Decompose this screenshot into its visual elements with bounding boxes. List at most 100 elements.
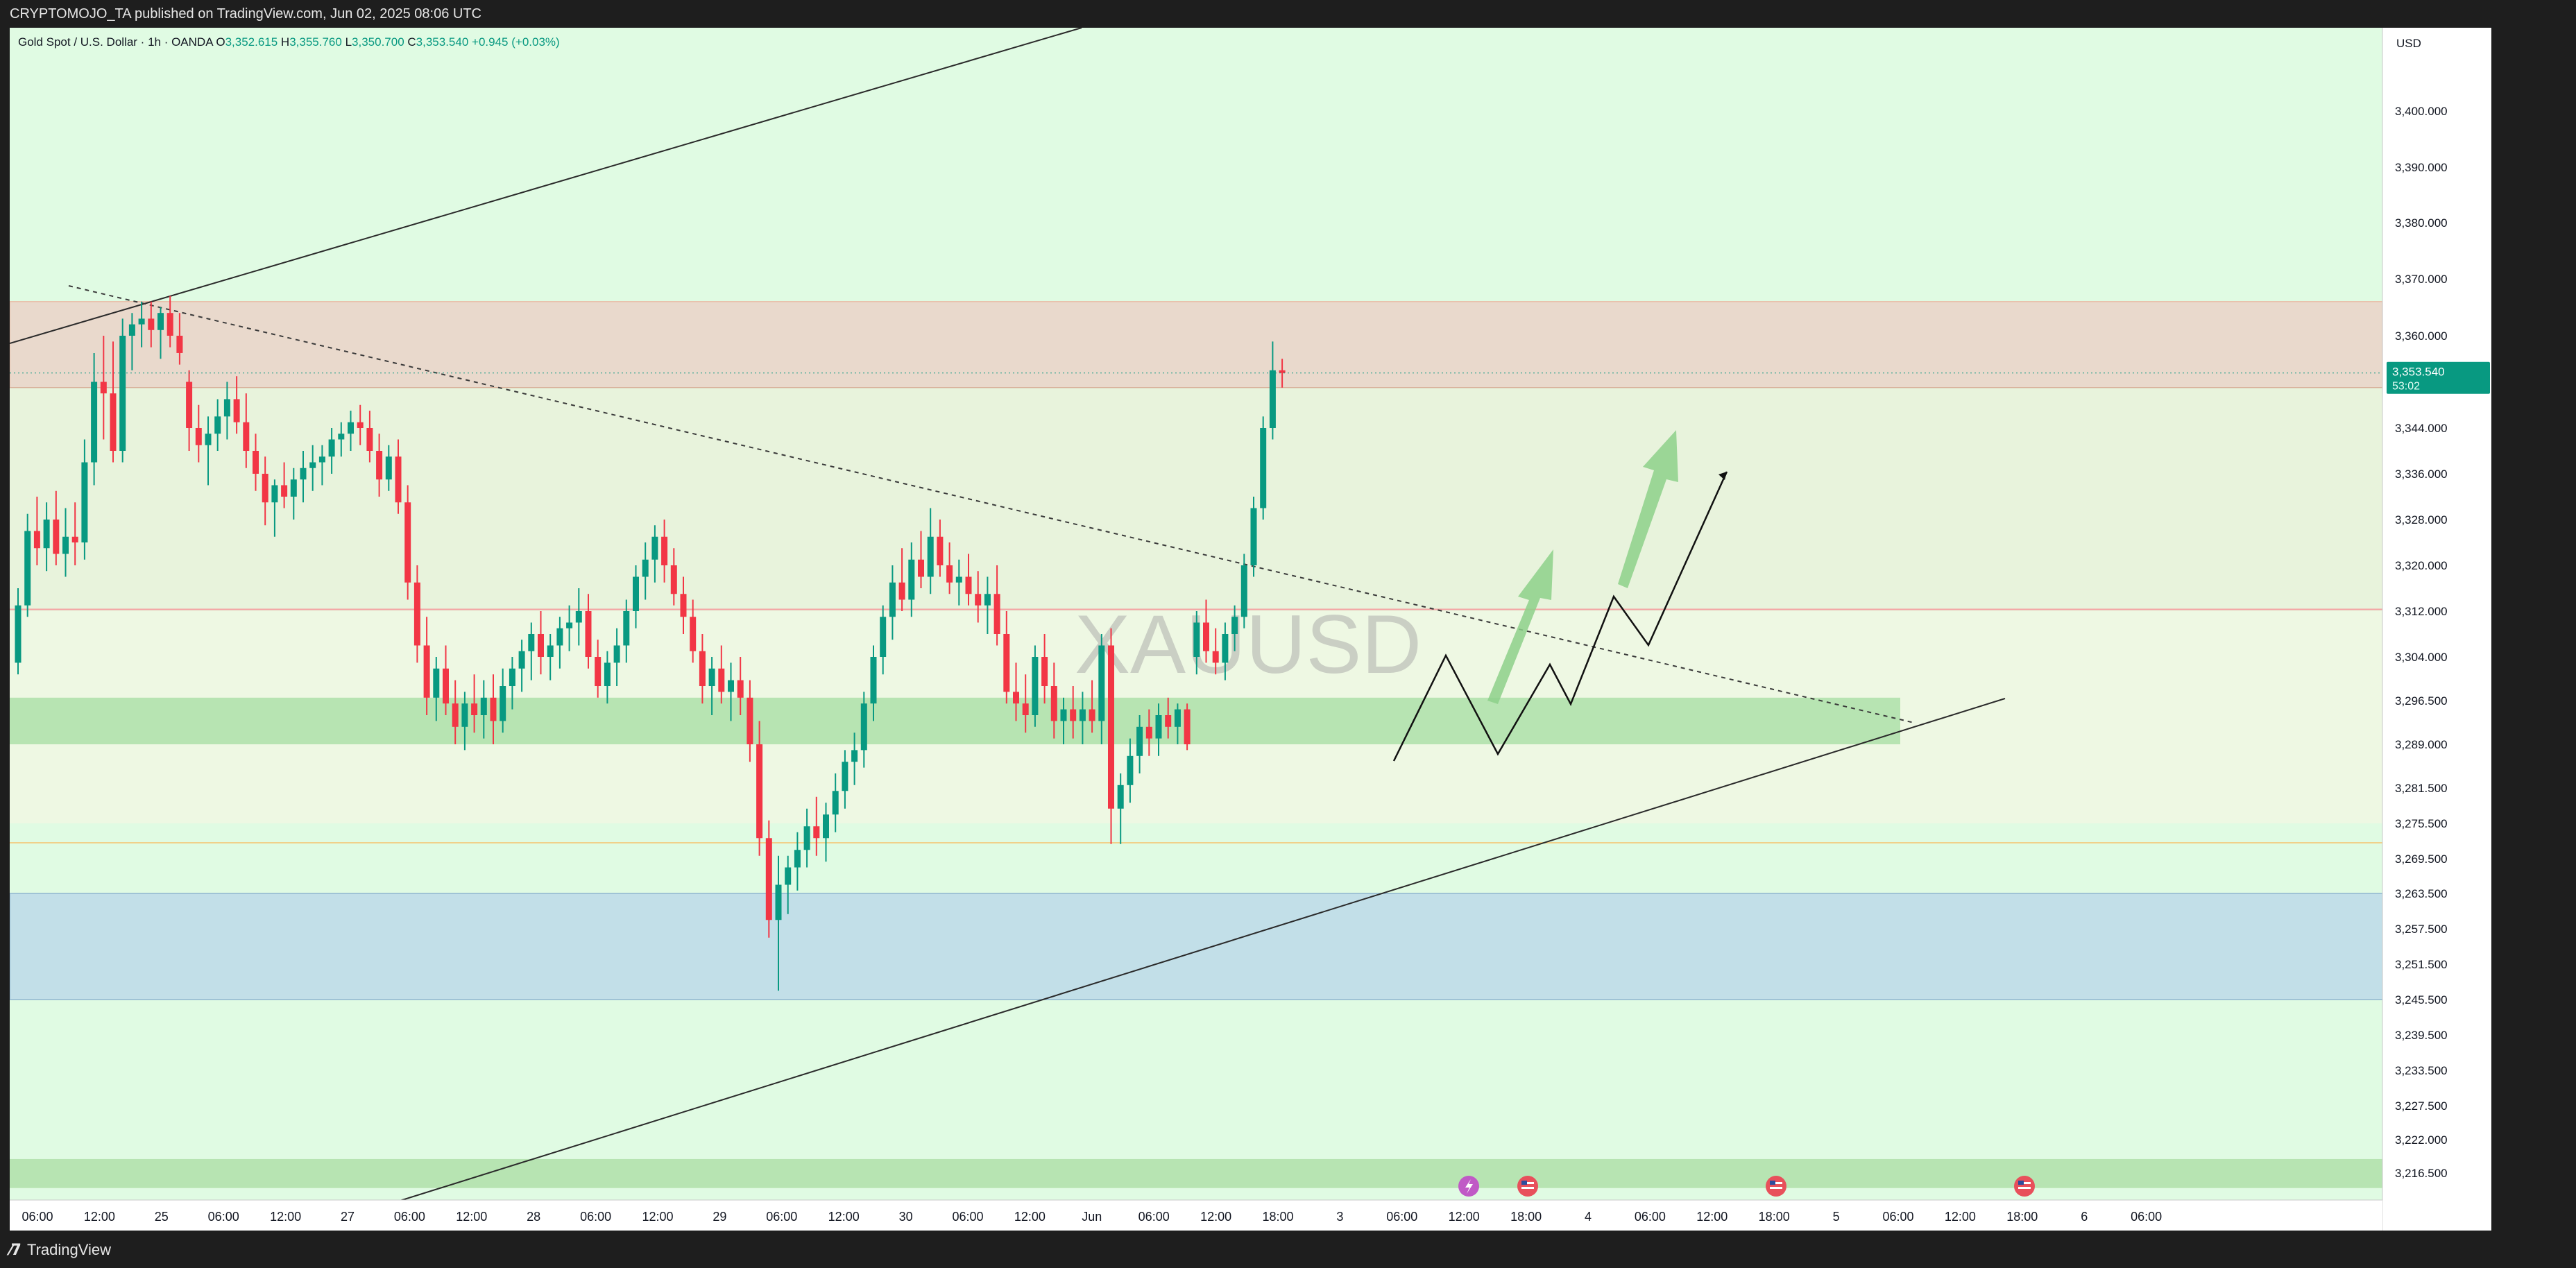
price-tick-label: 3,239.500 — [2395, 1029, 2448, 1042]
time-tick-label: 5 — [1833, 1210, 1840, 1224]
legend-value: 3,355.760 — [289, 35, 345, 49]
price-tag — [2387, 361, 2490, 394]
price-tick-label: 3,222.000 — [2395, 1133, 2448, 1147]
candle-body — [1269, 370, 1276, 428]
candle-body — [318, 456, 325, 463]
candle-body — [1203, 622, 1209, 651]
candle-body — [642, 559, 649, 577]
time-tick-label: 12:00 — [456, 1210, 487, 1224]
time-tick-label: 06:00 — [1386, 1210, 1417, 1224]
price-tick-label: 3,304.000 — [2395, 651, 2448, 664]
candle-body — [509, 668, 515, 686]
upper-channel-line — [10, 28, 1082, 344]
candle-body — [623, 611, 630, 646]
legend-value: 3,350.700 — [352, 35, 407, 49]
legend-label: Gold Spot / U.S. Dollar · 1h · OANDA — [18, 35, 216, 49]
candle-body — [338, 434, 345, 440]
candle-body — [566, 622, 573, 628]
candle-body — [461, 703, 468, 727]
time-tick-label: 27 — [341, 1210, 355, 1224]
price-axis-panel — [2382, 28, 2491, 1231]
time-tick-label: 4 — [1585, 1210, 1592, 1224]
candle-body — [348, 422, 354, 434]
candle-body — [690, 617, 697, 651]
candle-body — [253, 451, 259, 474]
candle-body — [1136, 726, 1143, 756]
upper-band — [10, 387, 2382, 611]
flag-stripe — [2018, 1187, 2031, 1189]
candle-body — [43, 520, 50, 549]
candle-body — [832, 791, 839, 815]
candle-body — [1231, 617, 1238, 634]
price-tick-label: 3,216.500 — [2395, 1167, 2448, 1180]
candle-body — [223, 399, 230, 417]
candle-body — [1041, 657, 1048, 686]
candle-body — [1184, 709, 1191, 744]
candle-body — [157, 313, 164, 330]
candle-body — [404, 502, 411, 583]
candle-body — [1193, 622, 1200, 657]
time-tick-label: 12:00 — [642, 1210, 673, 1224]
time-tick-label: 06:00 — [766, 1210, 797, 1224]
candle-body — [148, 318, 155, 330]
candle-body — [1070, 709, 1077, 721]
candle-body — [1003, 634, 1010, 692]
candle-body — [81, 462, 88, 542]
time-tick-label: 06:00 — [580, 1210, 611, 1224]
legend-value: 3,353.540 — [416, 35, 472, 49]
candle-body — [91, 382, 98, 463]
branding-bar: ⁄7 TradingView — [0, 1232, 2576, 1268]
chart-area[interactable]: XAUUSD USD 3,400.000 3,390.000 3,380.000 3,3… — [10, 28, 2491, 1231]
candle-body — [718, 668, 725, 692]
bullish-arrow-2 — [1618, 430, 1678, 588]
candle-body — [993, 594, 1000, 634]
candle-body — [670, 565, 677, 594]
candle-body — [575, 611, 582, 623]
candle-body — [728, 680, 734, 692]
price-tick-label: 3,336.000 — [2395, 468, 2448, 481]
tradingview-logo[interactable]: ⁄7 TradingView — [10, 1240, 111, 1260]
legend-label: O — [216, 35, 225, 49]
candle-body — [195, 428, 202, 445]
candle-body — [556, 628, 563, 646]
candle-body — [243, 422, 250, 451]
candle-body — [851, 750, 858, 762]
candle-body — [699, 651, 706, 686]
time-tick-label: Jun — [1082, 1210, 1102, 1224]
candle-body — [708, 668, 715, 686]
candle-body — [1165, 715, 1172, 727]
candle-body — [24, 531, 31, 606]
time-tick-label: 12:00 — [270, 1210, 301, 1224]
time-tick-label: 06:00 — [1138, 1210, 1170, 1224]
time-axis-panel — [10, 1200, 2382, 1231]
price-tick-label: 3,320.000 — [2395, 559, 2448, 572]
flag-canton — [1770, 1181, 1775, 1185]
flag-stripe — [1521, 1187, 1534, 1189]
candle-body — [119, 336, 126, 451]
price-chart[interactable]: XAUUSD USD 3,400.000 3,390.000 3,380.000 3,3… — [10, 28, 2491, 1231]
candle-body — [328, 439, 335, 457]
candle-body — [1108, 645, 1114, 809]
publisher-text: CRYPTOMOJO_TA published on TradingView.c… — [10, 6, 481, 22]
support-zone — [10, 697, 1900, 744]
price-tick-label: 3,360.000 — [2395, 329, 2448, 343]
event-us-2 — [1766, 1176, 1786, 1197]
candle-body — [1013, 692, 1019, 704]
ohlc-legend: Gold Spot / U.S. Dollar · 1h · OANDA O 3,… — [18, 35, 560, 49]
lower-trend-line — [304, 698, 2006, 1231]
candle-body — [1098, 645, 1105, 721]
candle-body — [785, 867, 792, 885]
candle-body — [376, 451, 383, 480]
candle-body — [547, 645, 554, 657]
candle-body — [366, 428, 373, 451]
price-tick-label: 3,269.500 — [2395, 853, 2448, 866]
price-tick-label: 3,328.000 — [2395, 513, 2448, 526]
candle-body — [205, 434, 212, 445]
candle-body — [813, 826, 820, 839]
price-tick-label: 3,380.000 — [2395, 216, 2448, 230]
legend-label: H — [281, 35, 289, 49]
projected-path — [1392, 471, 1728, 762]
bullish-arrow-1 — [1487, 549, 1553, 704]
time-tick-label: 29 — [713, 1210, 726, 1224]
candle-body — [860, 703, 867, 751]
